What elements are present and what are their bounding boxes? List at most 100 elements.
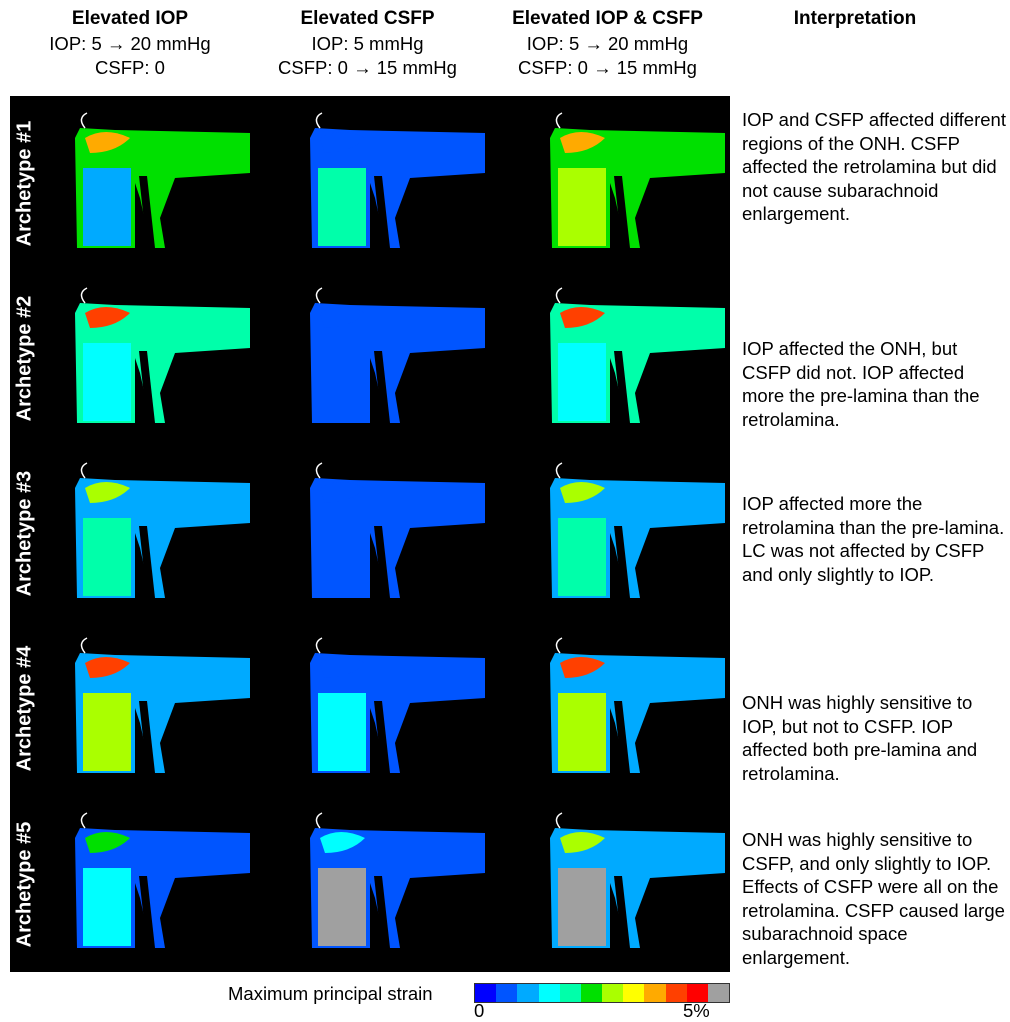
colorbar-swatch: [602, 984, 624, 1002]
column-condition-iop: IOP: 5 mmHg: [311, 33, 424, 54]
strain-map-svg: [310, 812, 485, 948]
column-header-both: Elevated IOP & CSFP IOP: 5 → 20 mmHg CSF…: [490, 6, 725, 80]
strain-map-svg: [550, 637, 725, 773]
pre-lamina-region: [85, 132, 130, 153]
retina-edge: [315, 812, 323, 829]
strain-map-archetype-5-both: [530, 798, 730, 968]
pre-lamina-region: [85, 482, 130, 503]
interpretation-archetype-1: IOP and CSFP affected different regions …: [742, 109, 1006, 224]
row-label-archetype-4: Archetype #4: [12, 623, 38, 793]
retrolamina-region: [318, 693, 366, 771]
retina-edge: [80, 637, 88, 654]
subarachnoid-space: [374, 526, 390, 598]
subarachnoid-space: [139, 701, 155, 773]
retina-edge: [315, 637, 323, 654]
pre-lamina-region: [320, 307, 365, 328]
strain-map-archetype-1-iop: [55, 98, 255, 268]
colorbar-swatch: [644, 984, 666, 1002]
subarachnoid-space: [139, 351, 155, 423]
retrolamina-region: [318, 343, 366, 421]
strain-map-archetype-3-csfp: [290, 448, 490, 618]
colorbar-max-label: 5%: [683, 1000, 710, 1021]
subarachnoid-space: [614, 176, 630, 248]
column-condition-csfp: CSFP: 0 → 15 mmHg: [518, 57, 697, 78]
strain-map-archetype-4-iop: [55, 623, 255, 793]
row-label-text: Archetype #4: [13, 645, 36, 771]
pre-lamina-region: [85, 307, 130, 328]
retrolamina-region: [558, 518, 606, 596]
colorbar-swatch: [623, 984, 645, 1002]
colorbar-swatch: [496, 984, 518, 1002]
retrolamina-region: [83, 168, 131, 246]
pre-lamina-region: [85, 657, 130, 678]
subarachnoid-space: [139, 876, 155, 948]
strain-map-archetype-2-iop: [55, 273, 255, 443]
strain-map-archetype-2-csfp: [290, 273, 490, 443]
interpretation-archetype-3: IOP affected more the retrolamina than t…: [742, 493, 1005, 585]
colorbar-swatch: [686, 984, 708, 1002]
colorbar: [474, 983, 730, 1003]
subarachnoid-space: [139, 176, 155, 248]
strain-map-svg: [75, 112, 250, 248]
retina-edge: [555, 812, 563, 829]
pre-lamina-region: [320, 657, 365, 678]
strain-map-archetype-2-both: [530, 273, 730, 443]
retrolamina-region: [558, 868, 606, 946]
subarachnoid-space: [614, 701, 630, 773]
retina-edge: [80, 462, 88, 479]
strain-map-svg: [310, 287, 485, 423]
strain-map-archetype-4-csfp: [290, 623, 490, 793]
retina-edge: [555, 112, 563, 129]
pre-lamina-region: [320, 482, 365, 503]
column-title: Elevated IOP & CSFP: [512, 8, 703, 29]
pre-lamina-region: [560, 832, 605, 853]
row-label-text: Archetype #1: [13, 120, 36, 246]
row-label-archetype-3: Archetype #3: [12, 448, 38, 618]
row-label-text: Archetype #5: [13, 821, 36, 947]
strain-map-svg: [550, 112, 725, 248]
strain-map-svg: [310, 462, 485, 598]
retrolamina-region: [318, 168, 366, 246]
row-label-archetype-5: Archetype #5: [12, 798, 38, 970]
subarachnoid-space: [374, 701, 390, 773]
interpretation-archetype-4: ONH was highly sensitive to IOP, but not…: [742, 692, 978, 784]
strain-map-svg: [75, 812, 250, 948]
strain-map-svg: [310, 112, 485, 248]
column-title: Elevated IOP: [71, 8, 189, 29]
subarachnoid-space: [614, 351, 630, 423]
retrolamina-region: [558, 168, 606, 246]
retrolamina-region: [318, 868, 366, 946]
strain-map-archetype-5-csfp: [290, 798, 490, 968]
subarachnoid-space: [374, 351, 390, 423]
pre-lamina-region: [560, 132, 605, 153]
colorbar-swatch: [665, 984, 687, 1002]
column-header-interpretation: Interpretation: [755, 6, 955, 32]
strain-map-archetype-4-both: [530, 623, 730, 793]
column-header-iop: Elevated IOP IOP: 5 → 20 mmHg CSFP: 0: [30, 6, 230, 80]
column-condition-iop: IOP: 5 → 20 mmHg: [49, 33, 211, 54]
retina-edge: [80, 112, 88, 129]
retina-edge: [80, 812, 88, 829]
strain-map-svg: [550, 287, 725, 423]
retrolamina-region: [83, 518, 131, 596]
retrolamina-region: [558, 343, 606, 421]
retina-edge: [80, 287, 88, 304]
subarachnoid-space: [614, 876, 630, 948]
column-condition-csfp: CSFP: 0 → 15 mmHg: [278, 57, 457, 78]
retrolamina-region: [558, 693, 606, 771]
row-label-archetype-2: Archetype #2: [12, 273, 38, 443]
subarachnoid-space: [374, 876, 390, 948]
retina-edge: [555, 637, 563, 654]
strain-map-archetype-3-iop: [55, 448, 255, 618]
colorbar-min-label: 0: [474, 1000, 485, 1021]
retina-edge: [315, 287, 323, 304]
colorbar-swatch: [580, 984, 603, 1002]
pre-lamina-region: [320, 132, 365, 153]
row-label-text: Archetype #3: [13, 470, 36, 596]
retrolamina-region: [83, 693, 131, 771]
strain-map-archetype-3-both: [530, 448, 730, 618]
column-condition-csfp: CSFP: 0: [95, 57, 165, 78]
strain-map-archetype-5-iop: [55, 798, 255, 968]
column-header-csfp: Elevated CSFP IOP: 5 mmHg CSFP: 0 → 15 m…: [255, 6, 480, 80]
pre-lamina-region: [85, 832, 130, 853]
